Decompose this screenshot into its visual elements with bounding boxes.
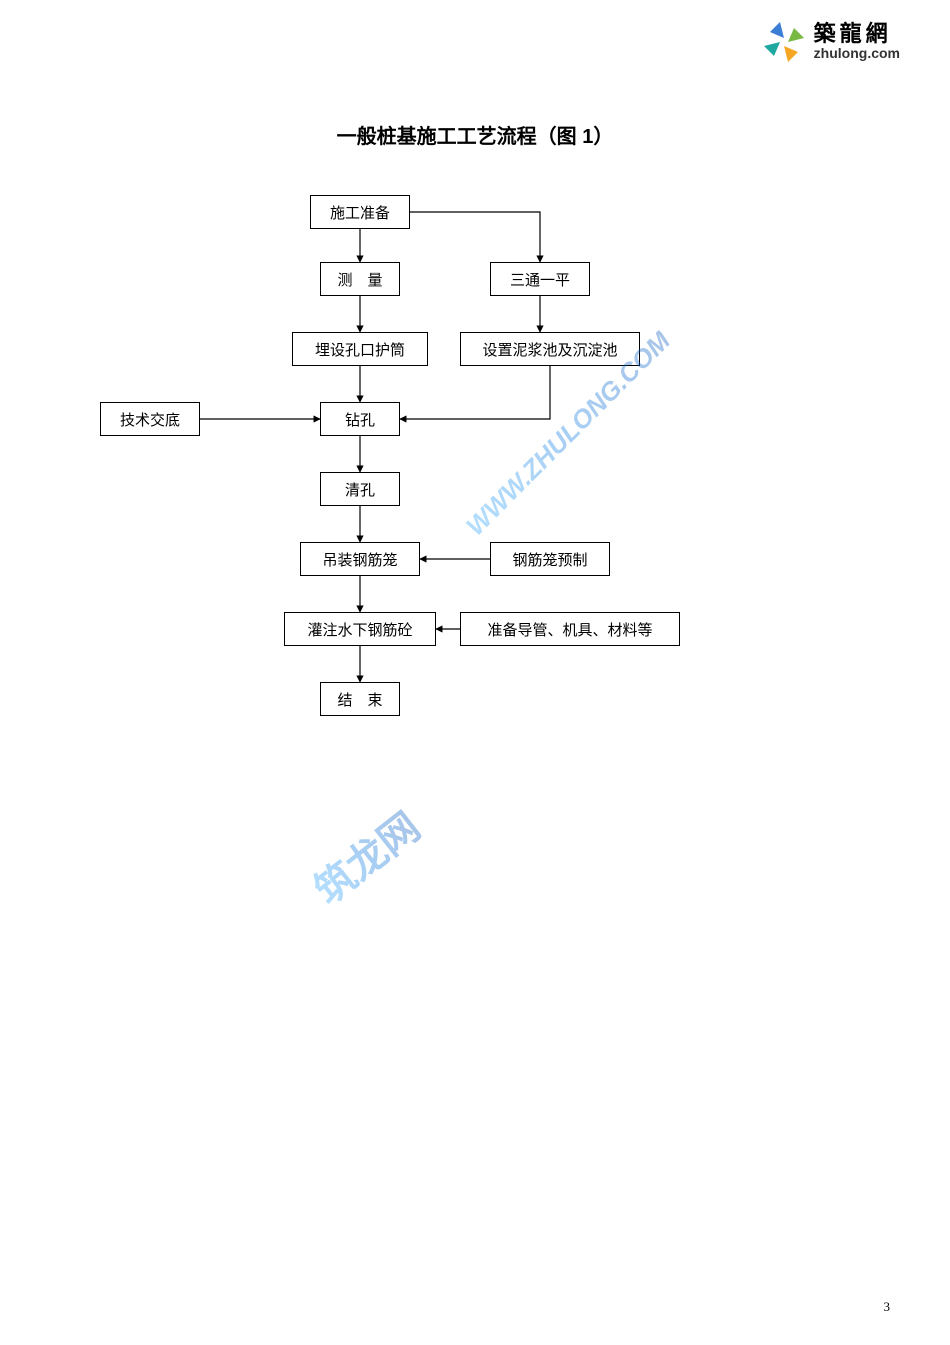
flow-node-label: 清孔	[345, 479, 375, 500]
flow-node-label: 设置泥浆池及沉淀池	[482, 339, 617, 360]
flow-node-n12: 准备导管、机具、材料等	[460, 612, 680, 646]
flow-node-label: 钻孔	[345, 409, 375, 430]
flow-node-n5: 设置泥浆池及沉淀池	[460, 332, 640, 366]
site-logo: 築龍網 zhulong.com	[762, 20, 900, 64]
flowchart-edges	[0, 0, 950, 1345]
logo-cn: 築龍網	[814, 22, 900, 46]
flow-node-n8: 清孔	[320, 472, 400, 506]
flow-node-label: 三通一平	[510, 269, 570, 290]
flow-node-n11: 灌注水下钢筋砼	[284, 612, 436, 646]
flow-node-n13: 结 束	[320, 682, 400, 716]
flow-node-n1: 施工准备	[310, 195, 410, 229]
flow-node-n6: 技术交底	[100, 402, 200, 436]
flow-node-label: 准备导管、机具、材料等	[487, 619, 652, 640]
flow-node-label: 结 束	[337, 689, 382, 710]
flow-node-n3: 三通一平	[490, 262, 590, 296]
flow-node-label: 测 量	[337, 269, 382, 290]
watermark: 筑龙网	[300, 796, 430, 916]
flow-node-n2: 测 量	[320, 262, 400, 296]
logo-url: zhulong.com	[814, 46, 900, 61]
flow-node-label: 施工准备	[330, 202, 390, 223]
flow-node-label: 吊装钢筋笼	[322, 549, 397, 570]
flow-node-label: 技术交底	[120, 409, 180, 430]
flow-node-n10: 钢筋笼预制	[490, 542, 610, 576]
page-title: 一般桩基施工工艺流程（图 1）	[0, 120, 950, 149]
logo-mark-icon	[762, 20, 806, 64]
flow-node-label: 钢筋笼预制	[512, 549, 587, 570]
flow-node-n7: 钻孔	[320, 402, 400, 436]
flow-node-n9: 吊装钢筋笼	[300, 542, 420, 576]
logo-text: 築龍網 zhulong.com	[814, 22, 900, 62]
page-number: 3	[884, 1299, 891, 1315]
flow-node-label: 灌注水下钢筋砼	[307, 619, 412, 640]
flow-node-n4: 埋设孔口护筒	[292, 332, 428, 366]
page: 築龍網 zhulong.com 一般桩基施工工艺流程（图 1） 施工准备测 量 三…	[0, 0, 950, 1345]
flow-node-label: 埋设孔口护筒	[315, 339, 405, 360]
